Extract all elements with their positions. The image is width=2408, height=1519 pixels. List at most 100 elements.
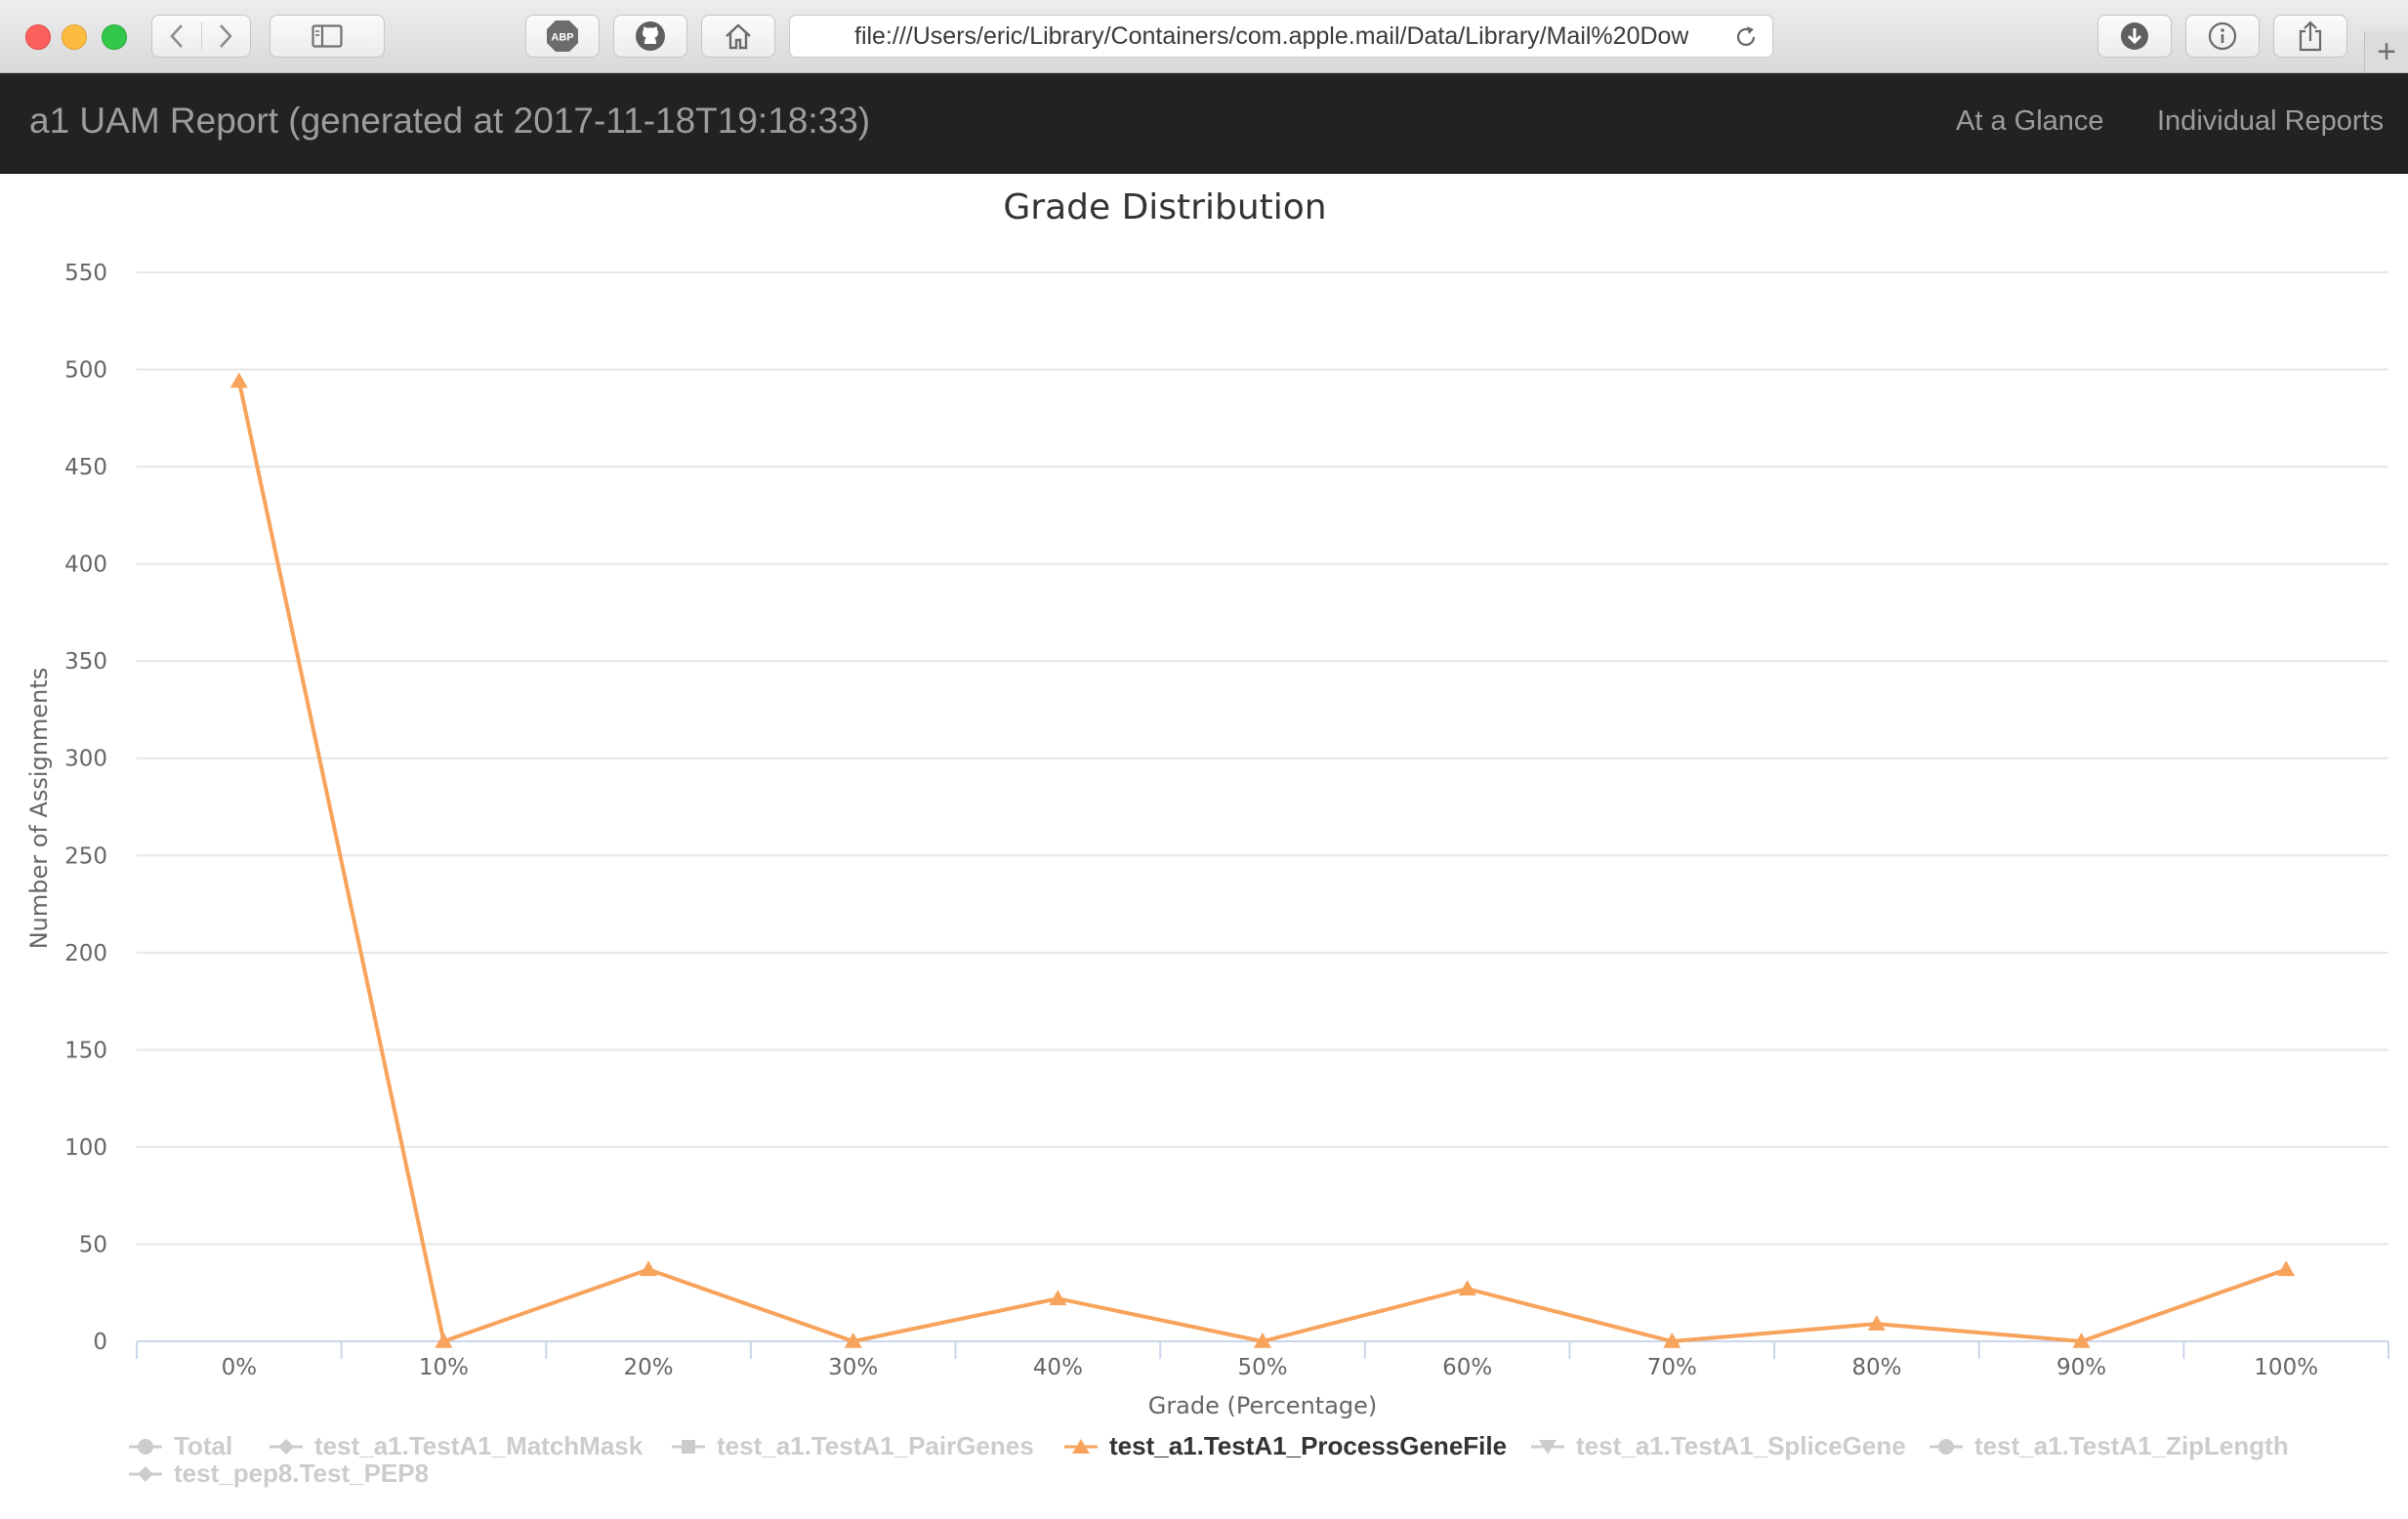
legend-label: test_pep8.Test_PEP8 <box>174 1458 430 1488</box>
y-tick-label: 300 <box>64 747 107 772</box>
x-tick-label: 70% <box>1647 1355 1697 1380</box>
nav-link-at-a-glance[interactable]: At a Glance <box>1956 105 2104 137</box>
y-tick-label: 0 <box>93 1330 107 1355</box>
new-tab-icon: + <box>2377 32 2396 70</box>
legend-symbol-icon <box>1064 1438 1098 1454</box>
forward-button[interactable] <box>201 23 250 49</box>
data-point-marker[interactable] <box>1663 1333 1681 1348</box>
y-tick-label: 450 <box>64 455 107 480</box>
legend-label: Total <box>174 1431 233 1460</box>
info-icon <box>2208 21 2237 51</box>
legend-symbol-icon <box>672 1439 705 1454</box>
legend-symbol-icon <box>1531 1439 1564 1455</box>
legend-symbol-icon <box>129 1438 162 1455</box>
legend-symbol-icon <box>270 1438 303 1455</box>
adblock-button[interactable]: ABP <box>525 15 600 58</box>
back-icon <box>170 24 183 48</box>
data-point-marker[interactable] <box>1458 1280 1476 1295</box>
legend-label: test_a1.TestA1_ZipLength <box>1974 1431 2289 1460</box>
data-point-marker[interactable] <box>1049 1290 1067 1305</box>
data-point-marker[interactable] <box>229 372 248 389</box>
x-tick-label: 20% <box>624 1355 674 1380</box>
y-tick-label: 550 <box>64 261 107 286</box>
report-title[interactable]: a1 UAM Report (generated at 2017-11-18T1… <box>29 101 871 141</box>
legend-label: test_a1.TestA1_MatchMask <box>314 1431 644 1460</box>
github-button[interactable] <box>613 15 687 58</box>
sidebar-icon <box>311 24 343 48</box>
data-point-marker[interactable] <box>2072 1333 2091 1348</box>
data-point-marker[interactable] <box>640 1260 658 1277</box>
legend-label: test_a1.TestA1_ProcessGeneFile <box>1109 1431 1508 1460</box>
home-icon <box>726 23 751 50</box>
download-icon <box>2121 22 2148 50</box>
info-button[interactable] <box>2185 15 2260 58</box>
grade-distribution-chart: Grade Distribution 0% 10% 20% 30% 40% 50% 60% 7… <box>25 187 2389 1419</box>
address-bar[interactable]: file:///Users/eric/Library/Containers/co… <box>789 15 1773 58</box>
y-tick-label: 350 <box>64 649 107 675</box>
home-button[interactable] <box>701 15 775 58</box>
url-text[interactable]: file:///Users/eric/Library/Containers/co… <box>854 21 1689 50</box>
legend-marker <box>127 1435 164 1458</box>
chart-container: Grade Distribution 0% 10% 20% 30% 40% 50% 60% 7… <box>0 174 2408 1519</box>
y-tick-label: 500 <box>64 358 107 384</box>
y-tick-label: 100 <box>64 1135 107 1161</box>
legend-label: test_a1.TestA1_SpliceGene <box>1576 1431 1906 1460</box>
adblock-icon: ABP <box>547 21 578 52</box>
x-tick-label: 10% <box>419 1355 469 1380</box>
x-tick-label: 30% <box>828 1355 878 1380</box>
legend-item[interactable]: test_a1.TestA1_ProcessGeneFile <box>1062 1431 1507 1461</box>
back-forward-group <box>151 15 251 58</box>
y-tick-label: 150 <box>64 1038 107 1063</box>
legend-marker <box>268 1435 305 1458</box>
x-tick-label: 40% <box>1033 1355 1083 1380</box>
legend-item[interactable]: Total <box>127 1431 232 1461</box>
legend-item[interactable]: test_a1.TestA1_SpliceGene <box>1529 1431 1906 1461</box>
reload-icon <box>1736 26 1756 47</box>
reload-button[interactable] <box>1733 24 1759 57</box>
downloads-button[interactable] <box>2097 15 2172 58</box>
y-tick-label: 50 <box>79 1232 107 1257</box>
x-tick-label: 80% <box>1851 1355 1901 1380</box>
back-button[interactable] <box>152 23 201 49</box>
legend-item[interactable]: test_pep8.Test_PEP8 <box>127 1458 429 1489</box>
data-point-marker[interactable] <box>435 1333 453 1348</box>
y-tick-label: 400 <box>64 553 107 578</box>
zoom-window-button[interactable] <box>102 24 127 50</box>
share-button[interactable] <box>2273 15 2347 58</box>
x-tick-label: 90% <box>2056 1355 2106 1380</box>
legend-item[interactable]: test_a1.TestA1_ZipLength <box>1928 1431 2289 1461</box>
forward-icon <box>220 24 232 48</box>
chart-title: Grade Distribution <box>1003 187 1326 227</box>
legend-label: test_a1.TestA1_PairGenes <box>717 1431 1034 1460</box>
share-icon <box>2299 21 2322 52</box>
data-point-marker[interactable] <box>2277 1260 2296 1277</box>
data-point-marker[interactable] <box>1254 1333 1271 1348</box>
sidebar-button[interactable] <box>270 15 385 58</box>
y-tick-label: 200 <box>64 941 107 966</box>
y-tick-label: 250 <box>64 843 107 869</box>
close-window-button[interactable] <box>25 24 51 50</box>
browser-toolbar: ABP file:///Users/eric/Library/Container… <box>0 0 2408 73</box>
svg-text:ABP: ABP <box>551 32 573 44</box>
series-line[interactable] <box>236 381 2287 1343</box>
legend-item[interactable]: test_a1.TestA1_MatchMask <box>268 1431 643 1461</box>
legend-symbol-icon <box>129 1465 162 1482</box>
data-point-marker[interactable] <box>844 1333 862 1348</box>
legend-marker <box>1928 1435 1965 1458</box>
data-point-marker[interactable] <box>1867 1315 1886 1331</box>
legend-symbol-icon <box>1930 1438 1963 1455</box>
legend-marker <box>670 1435 707 1458</box>
x-tick-label: 0% <box>222 1355 258 1380</box>
minimize-window-button[interactable] <box>62 24 87 50</box>
github-icon <box>636 21 665 51</box>
legend-marker <box>127 1462 164 1486</box>
legend-item[interactable]: test_a1.TestA1_PairGenes <box>670 1431 1034 1461</box>
new-tab-button[interactable]: + <box>2364 31 2408 72</box>
x-axis-title: Grade (Percentage) <box>1148 1392 1378 1419</box>
nav-link-individual-reports[interactable]: Individual Reports <box>2157 105 2385 137</box>
x-tick-label: 50% <box>1237 1355 1287 1380</box>
legend-marker <box>1062 1435 1100 1458</box>
x-tick-label: 100% <box>2254 1355 2318 1380</box>
y-axis-title: Number of Assignments <box>25 668 53 950</box>
top-navbar: a1 UAM Report (generated at 2017-11-18T1… <box>0 73 2408 174</box>
